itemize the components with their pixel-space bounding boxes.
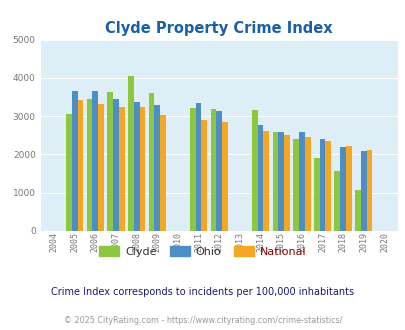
Bar <box>313 158 319 231</box>
Text: © 2025 CityRating.com - https://www.cityrating.com/crime-statistics/: © 2025 CityRating.com - https://www.city… <box>64 315 341 325</box>
Bar <box>292 139 298 231</box>
Bar <box>92 91 98 231</box>
Bar <box>360 151 366 231</box>
Bar <box>119 107 124 231</box>
Bar <box>86 99 92 231</box>
Legend: Clyde, Ohio, National: Clyde, Ohio, National <box>95 242 310 261</box>
Bar <box>113 99 119 231</box>
Bar <box>272 132 277 231</box>
Bar <box>366 150 371 231</box>
Bar <box>72 91 77 231</box>
Bar <box>334 171 339 231</box>
Bar <box>98 104 104 231</box>
Bar <box>154 106 160 231</box>
Bar <box>77 100 83 231</box>
Bar <box>263 131 269 231</box>
Bar <box>133 102 139 231</box>
Bar <box>66 114 72 231</box>
Bar <box>277 132 284 231</box>
Text: Crime Index corresponds to incidents per 100,000 inhabitants: Crime Index corresponds to incidents per… <box>51 287 354 297</box>
Bar <box>222 121 227 231</box>
Bar <box>107 92 113 231</box>
Bar <box>128 76 133 231</box>
Bar <box>148 93 154 231</box>
Bar <box>201 120 207 231</box>
Bar <box>319 139 324 231</box>
Bar <box>190 108 195 231</box>
Title: Clyde Property Crime Index: Clyde Property Crime Index <box>105 21 332 36</box>
Bar <box>139 107 145 231</box>
Bar <box>216 111 222 231</box>
Bar <box>345 147 351 231</box>
Bar <box>324 141 330 231</box>
Bar <box>354 190 360 231</box>
Bar <box>304 137 310 231</box>
Bar <box>298 132 304 231</box>
Bar <box>195 103 201 231</box>
Bar <box>160 115 166 231</box>
Bar <box>284 135 289 231</box>
Bar <box>210 109 216 231</box>
Bar <box>257 125 263 231</box>
Bar <box>339 147 345 231</box>
Bar <box>251 111 257 231</box>
